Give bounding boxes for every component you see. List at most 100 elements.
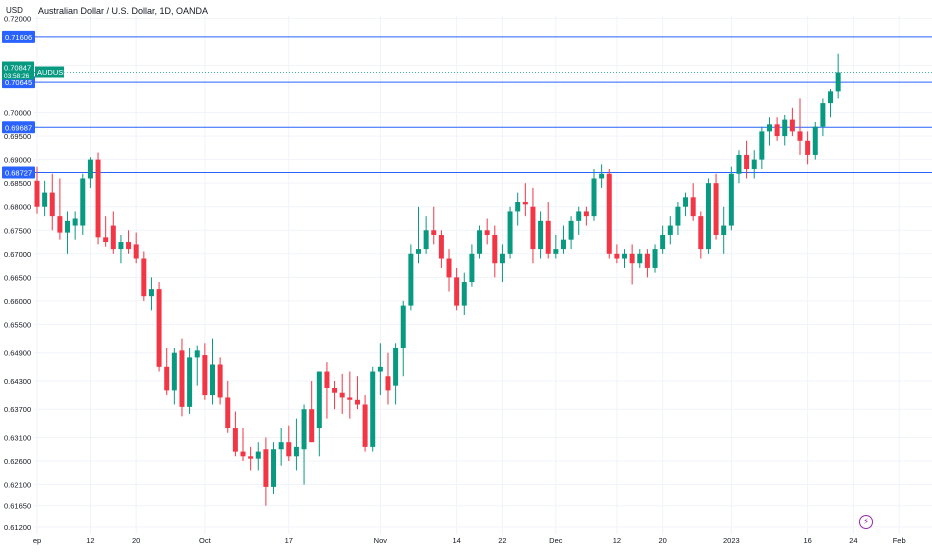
candle-body[interactable] <box>393 347 399 386</box>
candle-body[interactable] <box>332 388 338 393</box>
candle-body[interactable] <box>408 253 414 306</box>
candle-body[interactable] <box>568 220 574 240</box>
candle-body[interactable] <box>118 242 124 250</box>
candle-body[interactable] <box>766 124 772 132</box>
candle-body[interactable] <box>835 72 841 92</box>
candle-body[interactable] <box>690 197 696 217</box>
candle-body[interactable] <box>713 183 719 235</box>
candle-body[interactable] <box>629 253 635 264</box>
candle-body[interactable] <box>606 173 612 254</box>
candle-body[interactable] <box>156 289 162 367</box>
candle-body[interactable] <box>416 249 421 254</box>
candle-body[interactable] <box>812 126 818 155</box>
candle-body[interactable] <box>820 103 826 127</box>
candle-body[interactable] <box>255 451 261 459</box>
hline-price-tag[interactable] <box>2 30 35 43</box>
candle-body[interactable] <box>789 119 795 132</box>
candle-body[interactable] <box>492 234 498 264</box>
candle-body[interactable] <box>248 456 254 459</box>
candle-body[interactable] <box>187 357 193 407</box>
candle-body[interactable] <box>560 239 566 250</box>
candle-body[interactable] <box>103 237 109 243</box>
candle-body[interactable] <box>240 451 246 457</box>
candle-body[interactable] <box>278 442 284 450</box>
candle-body[interactable] <box>354 399 360 405</box>
candles[interactable] <box>34 53 841 506</box>
candle-body[interactable] <box>705 183 711 250</box>
candle-body[interactable] <box>400 305 406 348</box>
candle-body[interactable] <box>805 140 811 155</box>
candle-body[interactable] <box>34 180 40 207</box>
candle-body[interactable] <box>141 258 147 297</box>
candle-body[interactable] <box>507 211 513 254</box>
candle-body[interactable] <box>667 225 673 235</box>
candle-body[interactable] <box>179 350 185 407</box>
candle-body[interactable] <box>217 364 223 398</box>
candle-body[interactable] <box>736 154 742 174</box>
candle-body[interactable] <box>194 350 200 358</box>
candle-body[interactable] <box>591 178 597 217</box>
candle-body[interactable] <box>644 253 650 268</box>
candle-body[interactable] <box>698 216 704 250</box>
candle-body[interactable] <box>110 225 116 250</box>
candle-body[interactable] <box>377 366 383 372</box>
candle-body[interactable] <box>148 289 154 297</box>
candle-body[interactable] <box>721 225 727 235</box>
candle-body[interactable] <box>469 253 475 283</box>
candle-body[interactable] <box>164 366 170 391</box>
lightning-icon[interactable]: ⚡ <box>859 515 873 529</box>
last-price-tag[interactable] <box>2 61 34 80</box>
candle-body[interactable] <box>576 211 582 221</box>
candle-body[interactable] <box>683 197 689 207</box>
candle-body[interactable] <box>271 449 277 487</box>
price-tags[interactable]: 0.71606 0.70645 0.69687 0.68727 0.7084703:58… <box>2 30 69 179</box>
candle-body[interactable] <box>57 216 63 233</box>
candle-body[interactable] <box>614 253 620 259</box>
candle-body[interactable] <box>65 220 71 233</box>
candle-body[interactable] <box>728 173 734 226</box>
candle-body[interactable] <box>553 249 559 254</box>
candle-body[interactable] <box>423 230 429 250</box>
candle-body[interactable] <box>499 253 505 264</box>
candle-body[interactable] <box>438 234 444 259</box>
candle-body[interactable] <box>828 91 834 104</box>
candle-body[interactable] <box>80 178 86 226</box>
candle-body[interactable] <box>652 249 658 268</box>
candle-body[interactable] <box>431 230 437 235</box>
candle-body[interactable] <box>72 218 78 226</box>
candle-body[interactable] <box>49 192 55 217</box>
candle-body[interactable] <box>95 159 101 238</box>
candle-body[interactable] <box>782 119 788 137</box>
candle-body[interactable] <box>225 397 231 429</box>
candle-body[interactable] <box>362 404 368 447</box>
candle-body[interactable] <box>293 446 299 457</box>
candle-body[interactable] <box>538 220 544 250</box>
candle-body[interactable] <box>202 355 208 396</box>
candle-body[interactable] <box>583 211 589 217</box>
candle-body[interactable] <box>744 154 750 170</box>
candle-body[interactable] <box>454 277 460 306</box>
candle-body[interactable] <box>316 371 322 429</box>
candle-body[interactable] <box>209 364 215 396</box>
candle-body[interactable] <box>484 230 490 235</box>
hline-price-tag[interactable] <box>2 166 35 179</box>
horizontal-lines[interactable] <box>34 36 932 173</box>
candle-body[interactable] <box>446 258 452 278</box>
candle-body[interactable] <box>522 202 528 205</box>
candle-body[interactable] <box>545 220 551 254</box>
candle-body[interactable] <box>301 409 307 450</box>
candle-body[interactable] <box>42 192 48 207</box>
candle-body[interactable] <box>286 442 292 457</box>
candle-body[interactable] <box>171 352 177 391</box>
candle-body[interactable] <box>660 234 666 250</box>
candle-body[interactable] <box>530 206 536 250</box>
symbol-tag[interactable] <box>35 66 64 78</box>
candle-body[interactable] <box>87 159 93 179</box>
candle-body[interactable] <box>515 202 521 212</box>
candle-body[interactable] <box>675 206 681 226</box>
candle-body[interactable] <box>126 242 132 250</box>
candle-body[interactable] <box>477 230 483 254</box>
candle-body[interactable] <box>324 371 330 389</box>
